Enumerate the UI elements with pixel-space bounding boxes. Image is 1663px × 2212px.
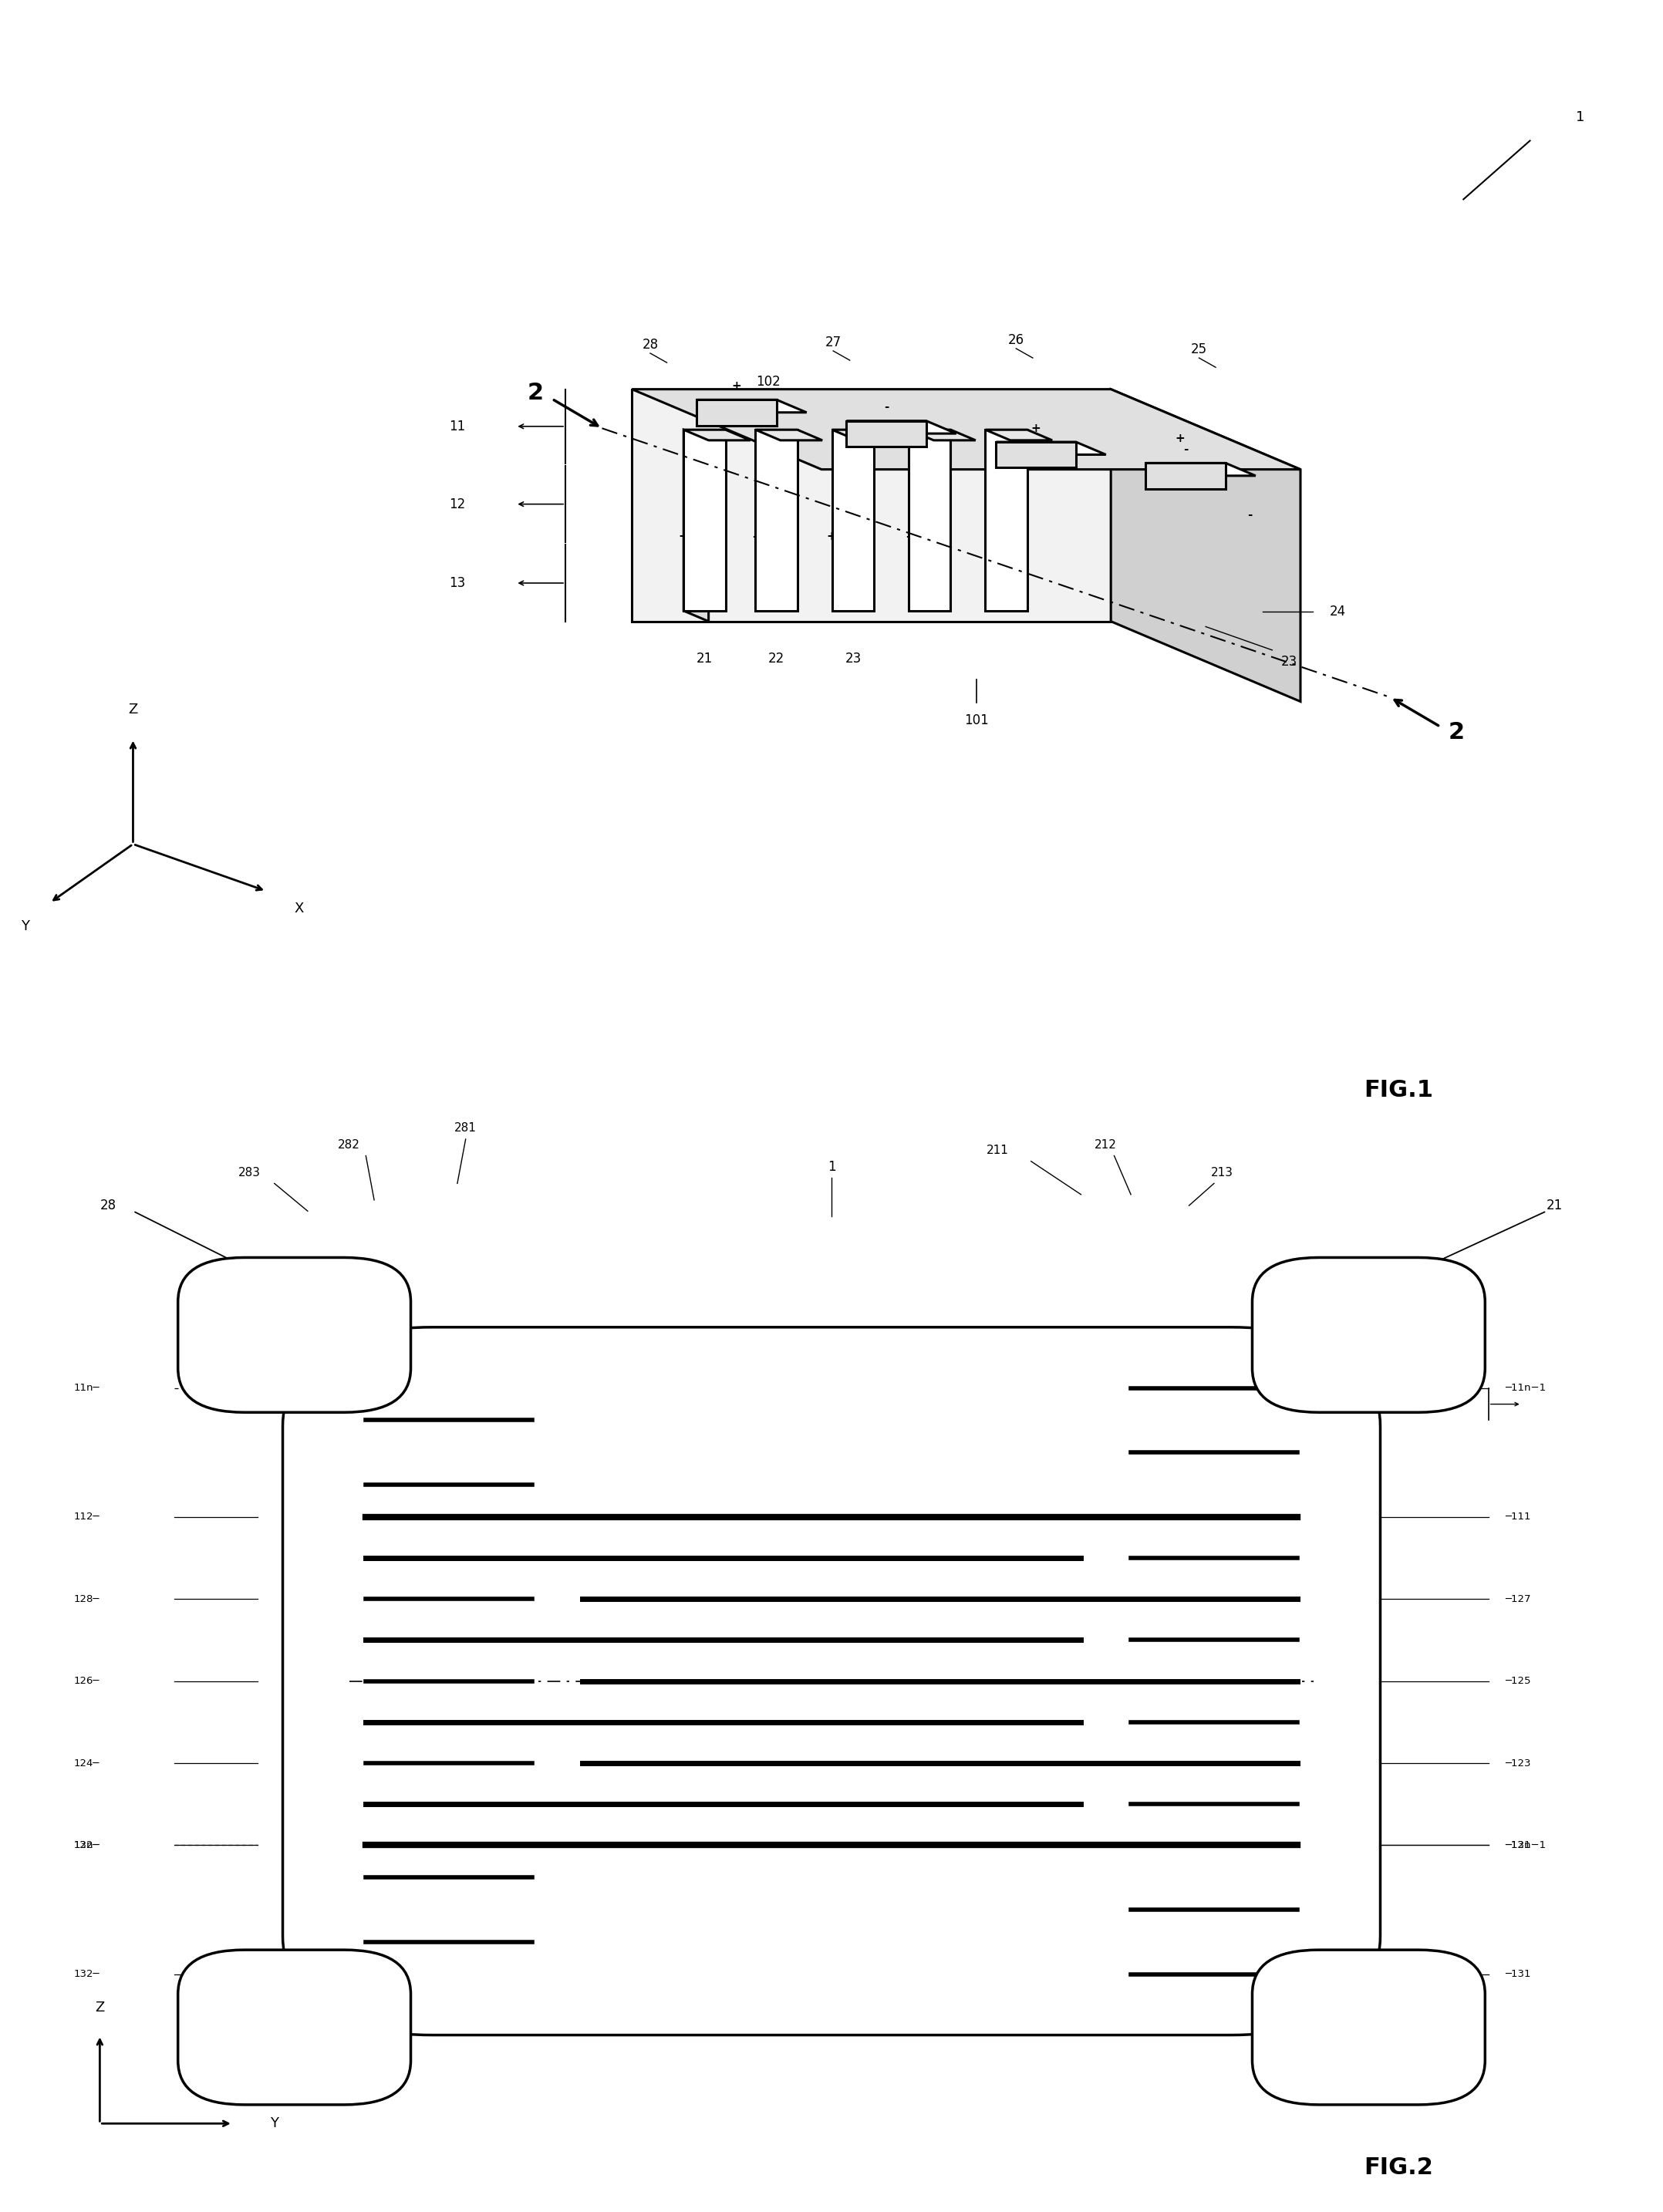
Polygon shape — [683, 429, 750, 440]
Text: 2: 2 — [527, 383, 544, 405]
Text: 13n─: 13n─ — [73, 1840, 100, 1849]
Text: 11: 11 — [449, 420, 466, 434]
Text: ─123: ─123 — [1505, 1759, 1532, 1767]
Text: +: + — [1176, 434, 1184, 445]
Polygon shape — [846, 420, 956, 434]
Text: 211: 211 — [986, 1144, 1009, 1157]
Text: +: + — [1031, 422, 1041, 434]
Polygon shape — [996, 442, 1106, 456]
Text: -: - — [885, 400, 888, 414]
Text: +: + — [827, 531, 836, 542]
FancyBboxPatch shape — [308, 1343, 1355, 2017]
Text: 101: 101 — [965, 712, 988, 728]
Text: 21: 21 — [1547, 1199, 1563, 1212]
Polygon shape — [683, 429, 725, 611]
FancyBboxPatch shape — [1252, 1256, 1485, 1413]
Polygon shape — [755, 429, 797, 611]
Text: ─11n−1: ─11n−1 — [1505, 1382, 1547, 1394]
Text: 27: 27 — [825, 336, 841, 349]
Text: 213: 213 — [1211, 1166, 1234, 1179]
FancyBboxPatch shape — [333, 1360, 1330, 2002]
FancyBboxPatch shape — [190, 1958, 399, 2097]
FancyBboxPatch shape — [1264, 1265, 1473, 1405]
Text: +: + — [732, 380, 742, 392]
Text: 122─: 122─ — [73, 1840, 100, 1849]
Text: Y: Y — [20, 920, 30, 933]
Text: 23: 23 — [1281, 655, 1297, 668]
Text: -: - — [752, 531, 757, 542]
Text: 22: 22 — [768, 653, 785, 666]
Text: 23: 23 — [845, 653, 861, 666]
Text: ─121: ─121 — [1505, 1840, 1532, 1849]
FancyBboxPatch shape — [1252, 1951, 1485, 2106]
Polygon shape — [986, 429, 1028, 611]
Text: 21: 21 — [697, 653, 713, 666]
Text: 128─: 128─ — [75, 1595, 100, 1604]
Polygon shape — [632, 389, 1300, 469]
FancyBboxPatch shape — [185, 1953, 404, 2101]
Polygon shape — [846, 420, 926, 447]
Text: -: - — [1184, 442, 1187, 456]
Polygon shape — [1111, 389, 1300, 701]
Text: ─125: ─125 — [1505, 1677, 1532, 1686]
Text: ─111: ─111 — [1505, 1513, 1532, 1522]
Text: ─13n−1: ─13n−1 — [1505, 1840, 1547, 1849]
FancyBboxPatch shape — [178, 1951, 411, 2106]
Polygon shape — [697, 400, 807, 411]
Text: 1: 1 — [1575, 111, 1585, 124]
Text: 126─: 126─ — [75, 1677, 100, 1686]
Polygon shape — [755, 429, 822, 440]
Polygon shape — [832, 429, 900, 440]
Text: FIG.1: FIG.1 — [1364, 1079, 1434, 1102]
Text: 28: 28 — [100, 1199, 116, 1212]
Text: 102: 102 — [757, 376, 780, 389]
Polygon shape — [832, 429, 875, 611]
FancyBboxPatch shape — [1259, 1261, 1478, 1409]
Text: 112─: 112─ — [73, 1513, 100, 1522]
Text: 26: 26 — [1008, 334, 1024, 347]
Text: FIG.2: FIG.2 — [1364, 2157, 1434, 2179]
FancyBboxPatch shape — [1259, 1953, 1478, 2101]
Polygon shape — [986, 429, 1053, 440]
Text: ─127: ─127 — [1505, 1595, 1532, 1604]
Text: Z: Z — [128, 703, 138, 717]
FancyBboxPatch shape — [1264, 1958, 1473, 2097]
Text: -: - — [1247, 509, 1252, 520]
Text: 12: 12 — [449, 498, 466, 511]
Text: -: - — [906, 531, 911, 542]
Text: 25: 25 — [1191, 343, 1207, 356]
Polygon shape — [632, 389, 1111, 622]
Polygon shape — [996, 442, 1076, 467]
Polygon shape — [1146, 462, 1256, 476]
FancyBboxPatch shape — [178, 1256, 411, 1413]
Text: +: + — [679, 531, 688, 542]
Text: 11n─: 11n─ — [73, 1382, 100, 1394]
Text: 282: 282 — [338, 1139, 361, 1150]
Text: 2: 2 — [1448, 721, 1465, 743]
Polygon shape — [1146, 462, 1226, 489]
FancyBboxPatch shape — [283, 1327, 1380, 2035]
Text: 132─: 132─ — [73, 1969, 100, 1980]
Polygon shape — [908, 429, 976, 440]
Text: 13: 13 — [449, 575, 466, 591]
Text: 124─: 124─ — [75, 1759, 100, 1767]
Text: 281: 281 — [454, 1121, 477, 1135]
Text: 212: 212 — [1094, 1139, 1118, 1150]
FancyBboxPatch shape — [185, 1261, 404, 1409]
Text: X: X — [294, 902, 304, 916]
Text: Z: Z — [95, 2000, 105, 2015]
Text: ─131: ─131 — [1505, 1969, 1532, 1980]
Polygon shape — [908, 429, 951, 611]
Text: 283: 283 — [238, 1166, 261, 1179]
FancyBboxPatch shape — [190, 1265, 399, 1405]
Polygon shape — [697, 400, 777, 425]
Text: Y: Y — [269, 2117, 279, 2130]
Text: 24: 24 — [1330, 604, 1345, 619]
Text: 1: 1 — [828, 1159, 835, 1175]
Polygon shape — [683, 429, 708, 622]
Text: 28: 28 — [642, 338, 659, 352]
